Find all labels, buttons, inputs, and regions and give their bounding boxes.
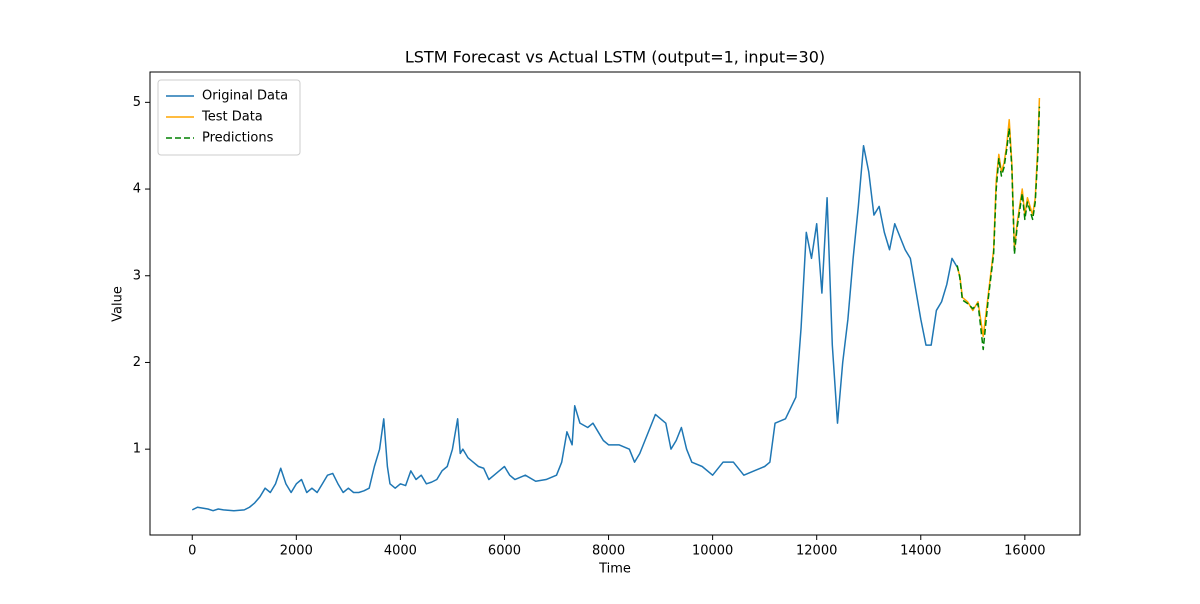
- y-tick-label: 1: [133, 442, 141, 457]
- x-tick-label: 4000: [384, 544, 417, 559]
- x-tick-label: 14000: [900, 544, 941, 559]
- chart-title: LSTM Forecast vs Actual LSTM (output=1, …: [405, 48, 825, 67]
- y-axis-label: Value: [111, 286, 126, 322]
- legend-label: Predictions: [202, 131, 274, 146]
- legend-box: [157, 79, 301, 156]
- x-tick-label: 6000: [488, 544, 521, 559]
- series-line: [956, 106, 1041, 351]
- x-axis-label: Time: [598, 562, 631, 577]
- x-tick-label: 0: [188, 544, 196, 559]
- x-tick-label: 10000: [692, 544, 733, 559]
- series-line: [191, 144, 958, 512]
- y-tick-label: 4: [133, 182, 141, 197]
- x-tick-label: 8000: [592, 544, 625, 559]
- legend-label: Original Data: [202, 89, 288, 104]
- x-tick-label: 2000: [280, 544, 313, 559]
- y-tick-label: 2: [133, 355, 141, 370]
- x-tick-label: 16000: [1004, 544, 1045, 559]
- y-tick-label: 5: [133, 95, 141, 110]
- x-tick-label: 12000: [796, 544, 837, 559]
- y-tick-label: 3: [133, 268, 141, 283]
- plot-frame: [149, 71, 1081, 536]
- legend-label: Test Data: [201, 110, 263, 125]
